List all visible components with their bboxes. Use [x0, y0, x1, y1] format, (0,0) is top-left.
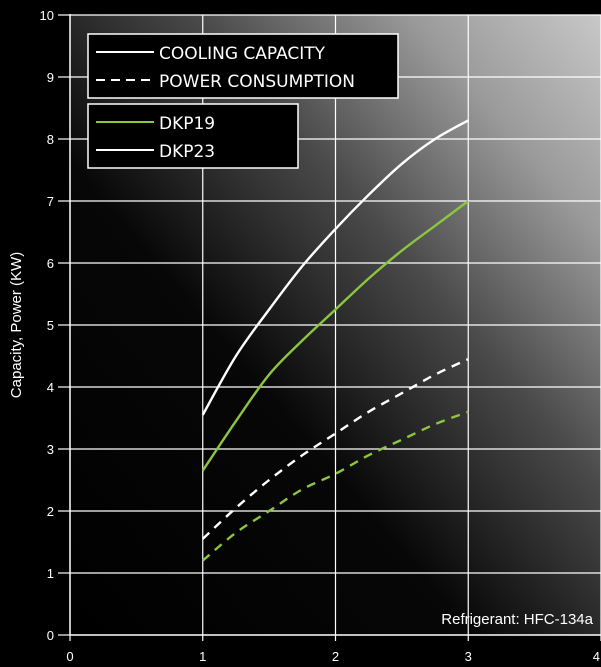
legend-label-dkp23: DKP23: [159, 142, 215, 162]
y-tick-label-1: 1: [47, 566, 54, 581]
refrigerant-annotation: Refrigerant: HFC-134a: [441, 611, 593, 628]
x-tick-label-4: 4: [593, 649, 600, 664]
y-tick-label-8: 8: [47, 132, 54, 147]
legend-line-style-box: [87, 33, 399, 99]
y-axis-title: Capacity, Power (KW): [8, 252, 25, 398]
y-tick-label-6: 6: [47, 256, 54, 271]
y-tick-label-10: 10: [40, 8, 54, 23]
y-tick-label-5: 5: [47, 318, 54, 333]
series-line-dkp19-power-consumption: [201, 410, 469, 562]
y-tick-label-7: 7: [47, 194, 54, 209]
y-tick-label-2: 2: [47, 504, 54, 519]
series-line-dkp19-cooling-capacity: [201, 200, 469, 472]
x-tick-label-3: 3: [465, 649, 472, 664]
y-tick-label-9: 9: [47, 70, 54, 85]
x-tick-label-1: 1: [199, 649, 206, 664]
legend-line-style: COOLING CAPACITY POWER CONSUMPTION: [87, 33, 399, 99]
legend-label-dkp19: DKP19: [159, 114, 215, 134]
series-line-dkp23-cooling-capacity: [201, 119, 469, 416]
legend-label-power-consumption: POWER CONSUMPTION: [159, 72, 355, 92]
series-line-dkp23-power-consumption: [201, 358, 469, 540]
x-tick-label-0: 0: [66, 649, 73, 664]
grid: [70, 14, 601, 635]
legend-label-cooling-capacity: COOLING CAPACITY: [159, 44, 326, 64]
x-tick-label-2: 2: [332, 649, 339, 664]
series-lines: [201, 119, 469, 562]
y-tick-label-4: 4: [47, 380, 54, 395]
legend-models-box: [87, 103, 299, 169]
legend-models: DKP19 DKP23: [87, 103, 299, 169]
axes: 0 1 2 3 4 0 1 2 3 4 5 6 7 8 9 10: [40, 8, 601, 664]
y-tick-label-0: 0: [47, 628, 54, 643]
y-tick-label-3: 3: [47, 442, 54, 457]
